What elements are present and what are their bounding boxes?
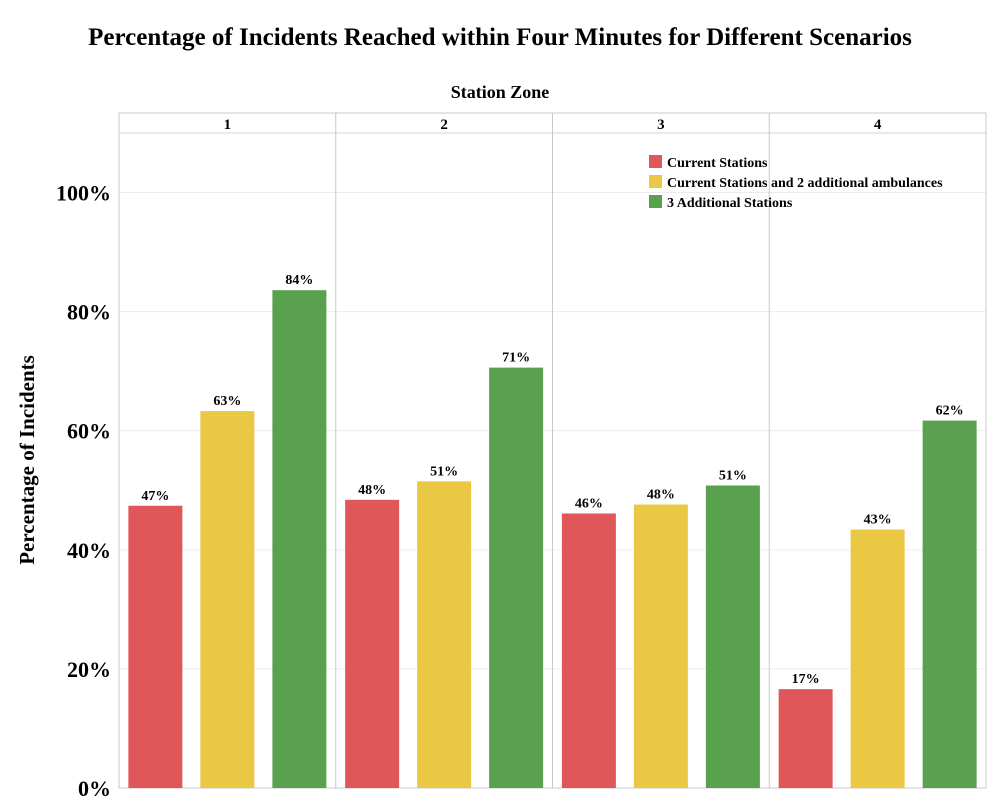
data-label-zone4-series3: 62% <box>936 404 964 419</box>
bar-zone4-series1 <box>778 689 833 788</box>
data-label-zone3-series1: 46% <box>575 496 603 511</box>
y-tick-label-0: 0% <box>78 776 111 800</box>
bar-zone3-series1 <box>561 513 616 788</box>
legend-label-1: Current Stations <box>667 156 768 171</box>
zone-label-2: 2 <box>440 117 448 133</box>
data-label-zone2-series2: 51% <box>430 464 458 479</box>
data-labels: 47% 63% 84% 48% 51% 71% 46% 48% 51% 17% 43% 62% <box>141 273 963 687</box>
legend-label-2: Current Stations and 2 additional ambula… <box>667 176 943 191</box>
zone-label-1: 1 <box>224 117 232 133</box>
bars <box>128 290 977 788</box>
bar-zone2-series3 <box>489 367 544 788</box>
pane-frame <box>118 112 987 789</box>
bar-zone4-series3 <box>922 420 977 788</box>
y-axis-label: Percentage of Incidents <box>15 355 39 565</box>
zone-label-4: 4 <box>874 117 882 133</box>
zone-label-3: 3 <box>657 117 665 133</box>
y-tick-label-1: 20% <box>67 657 111 682</box>
bar-zone3-series3 <box>705 485 760 788</box>
data-label-zone4-series2: 43% <box>864 513 892 528</box>
y-tick-label-2: 40% <box>67 538 111 563</box>
bar-zone2-series2 <box>417 481 472 788</box>
y-tick-label-5: 100% <box>56 181 111 206</box>
legend-swatch-3 <box>649 195 662 208</box>
zone-headers: 1 2 3 4 <box>224 117 882 133</box>
column-header: Station Zone <box>451 82 550 102</box>
bar-zone3-series2 <box>633 504 688 788</box>
data-label-zone1-series2: 63% <box>213 394 241 409</box>
y-axis-ticks: 0% 20% 40% 60% 80% 100% <box>56 181 111 800</box>
y-tick-label-3: 60% <box>67 419 111 444</box>
bar-zone4-series2 <box>850 529 905 788</box>
data-label-zone3-series2: 48% <box>647 488 675 503</box>
data-label-zone1-series3: 84% <box>285 273 313 288</box>
chart-title: Percentage of Incidents Reached within F… <box>88 24 912 51</box>
data-label-zone3-series3: 51% <box>719 469 747 484</box>
data-label-zone4-series1: 17% <box>792 672 820 687</box>
data-label-zone2-series3: 71% <box>502 351 530 366</box>
bar-zone1-series2 <box>200 411 255 788</box>
bar-zone2-series1 <box>345 499 400 788</box>
bar-zone1-series3 <box>272 290 327 788</box>
legend: Current Stations Current Stations and 2 a… <box>649 155 943 211</box>
data-label-zone1-series1: 47% <box>141 489 169 504</box>
legend-swatch-2 <box>649 175 662 188</box>
y-tick-label-4: 80% <box>67 300 111 325</box>
legend-label-3: 3 Additional Stations <box>667 196 793 211</box>
data-label-zone2-series1: 48% <box>358 483 386 498</box>
bar-zone1-series1 <box>128 505 183 788</box>
legend-swatch-1 <box>649 155 662 168</box>
